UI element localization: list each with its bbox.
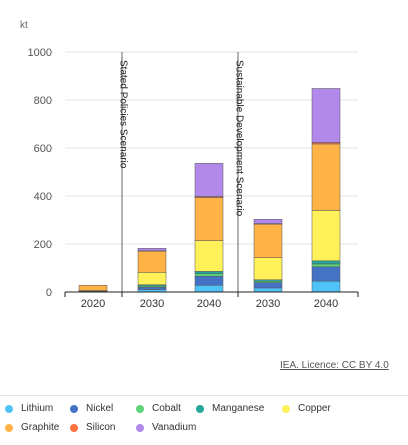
y-axis-ticks: 0 200 400 600 800 1000 [28,47,52,299]
legend-color-dot [5,423,13,432]
bar-segment-graphite-2 [194,197,224,241]
bar-segment-nickel-1 [137,286,167,290]
legend-label: Lithium [21,403,54,414]
bar-segment-vanadium-3 [253,219,283,224]
scenario-label: Sustainable Development Scenario [234,60,245,217]
legend-item-silicon[interactable]: Silicon [70,422,115,433]
legend-label: Cobalt [152,403,181,414]
x-tick-label: 2030 [256,298,280,310]
legend-color-dot [282,404,290,413]
legend-color-dot [70,423,78,432]
bar-segment-copper-4 [311,210,341,262]
scenario-label: Stated Policies Scenario [118,60,129,169]
bar-segment-vanadium-2 [194,163,224,197]
bar-segment-cobalt-2 [194,273,224,277]
legend-item-lithium[interactable]: Lithium [5,403,53,414]
bar-segment-lithium-2 [194,285,224,293]
legend-color-dot [5,404,13,413]
y-tick-label: 200 [34,239,52,251]
legend-label: Copper [298,403,331,414]
y-unit-label: kt [20,20,28,31]
bar-segment-lithium-3 [253,287,283,293]
gridlines [65,51,358,245]
x-tick-label: 2040 [314,298,338,310]
bar-segment-lithium-4 [311,280,341,293]
legend-label: Vanadium [152,422,197,433]
bar-segment-graphite-4 [311,143,341,211]
bar-segment-vanadium-4 [311,88,341,143]
legend-color-dot [70,404,78,413]
bar-segment-graphite-1 [137,250,167,273]
legend-color-dot [136,423,144,432]
bar-segment-copper-3 [253,257,283,281]
bars [78,88,341,293]
bar-segment-manganese-4 [311,260,341,265]
licence-credit-link[interactable]: IEA. Licence: CC BY 4.0 [280,360,389,371]
bar-segment-nickel-2 [194,275,224,286]
legend-item-vanadium[interactable]: Vanadium [136,422,196,433]
legend-label: Silicon [86,422,116,433]
bar-segment-cobalt-4 [311,263,341,268]
x-axis: 2020 2030 2040 2030 2040 [64,291,359,310]
bar-segment-copper-1 [137,272,167,286]
y-tick-label: 1000 [28,47,52,59]
legend-color-dot [136,404,144,413]
legend-item-nickel[interactable]: Nickel [70,403,113,414]
bar-segment-nickel-3 [253,282,283,289]
bar-segment-manganese-2 [194,271,224,275]
bar-segment-graphite-3 [253,223,283,258]
legend-item-graphite[interactable]: Graphite [5,422,59,433]
legend-label: Nickel [86,403,114,414]
bar-segment-nickel-4 [311,266,341,282]
legend-color-dot [196,404,204,413]
y-tick-label: 0 [46,287,52,299]
x-tick-label: 2040 [197,298,221,310]
bar-segment-graphite-0 [78,285,108,291]
scenario-dividers: Stated Policies Scenario Sustainable Deve… [118,52,245,292]
legend-label: Graphite [21,422,60,433]
legend-item-copper[interactable]: Copper [282,403,331,414]
x-tick-label: 2020 [81,298,105,310]
bar-segment-copper-2 [194,240,224,272]
legend: Lithium Nickel Cobalt Manganese Copper Graphi… [0,395,408,445]
legend-item-cobalt[interactable]: Cobalt [136,403,181,414]
y-tick-label: 800 [34,95,52,107]
y-tick-label: 600 [34,143,52,155]
x-tick-label: 2030 [140,298,164,310]
bar-segment-vanadium-1 [137,248,167,251]
legend-label: Manganese [212,403,265,414]
legend-item-manganese[interactable]: Manganese [196,403,264,414]
chart: kt 0 200 400 600 800 1000 Stated Policies Sce… [20,20,359,310]
y-tick-label: 400 [34,191,52,203]
